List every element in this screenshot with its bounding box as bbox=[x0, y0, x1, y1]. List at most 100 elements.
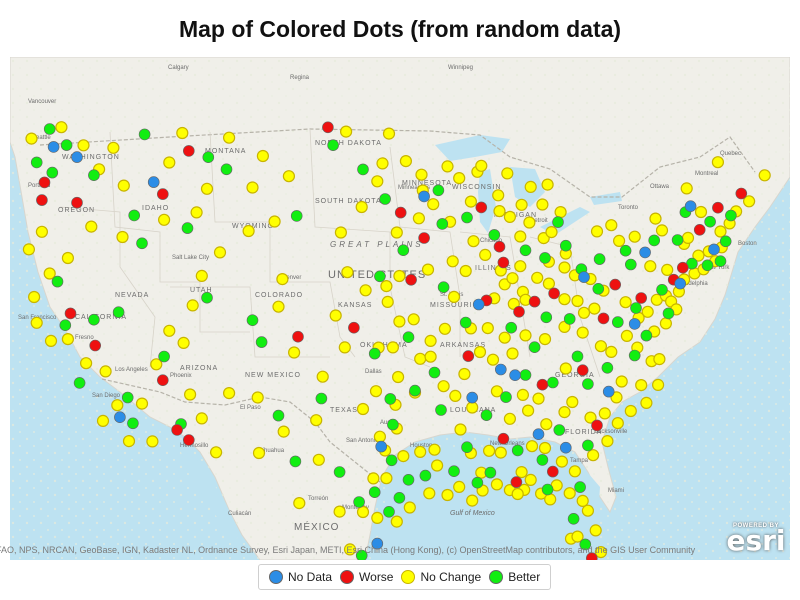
dot-no-change[interactable] bbox=[213, 246, 227, 259]
dot-no-data[interactable] bbox=[602, 385, 615, 398]
dot-better[interactable] bbox=[201, 291, 213, 304]
dot-no-data[interactable] bbox=[371, 537, 384, 550]
dot-no-change[interactable] bbox=[340, 125, 353, 138]
dot-no-change[interactable] bbox=[371, 175, 384, 188]
dot-no-change[interactable] bbox=[421, 263, 435, 276]
dot-no-change[interactable] bbox=[624, 404, 637, 418]
dot-no-change[interactable] bbox=[503, 210, 516, 223]
dot-better[interactable] bbox=[500, 391, 512, 403]
dot-no-change[interactable] bbox=[506, 347, 519, 360]
dot-better[interactable] bbox=[628, 349, 641, 362]
dot-better[interactable] bbox=[541, 483, 554, 496]
dot-no-change[interactable] bbox=[329, 309, 342, 322]
dot-better[interactable] bbox=[181, 222, 194, 234]
dot-better[interactable] bbox=[719, 235, 732, 248]
dot-no-change[interactable] bbox=[177, 336, 190, 349]
dot-worse[interactable] bbox=[36, 194, 48, 206]
dot-better[interactable] bbox=[128, 209, 140, 222]
dot-worse[interactable] bbox=[735, 187, 748, 200]
dot-no-change[interactable] bbox=[601, 435, 614, 448]
dot-no-change[interactable] bbox=[272, 300, 285, 313]
dot-no-change[interactable] bbox=[563, 487, 576, 500]
dot-worse[interactable] bbox=[497, 256, 510, 269]
dot-no-change[interactable] bbox=[276, 273, 289, 286]
dot-no-change[interactable] bbox=[538, 441, 552, 455]
dot-no-change[interactable] bbox=[96, 414, 110, 427]
dot-no-change[interactable] bbox=[498, 331, 511, 344]
dot-worse[interactable] bbox=[546, 465, 559, 478]
dot-no-change[interactable] bbox=[277, 425, 290, 438]
dot-no-data[interactable] bbox=[472, 298, 485, 311]
dot-no-change[interactable] bbox=[380, 472, 393, 485]
dot-no-change[interactable] bbox=[242, 224, 255, 238]
dot-better[interactable] bbox=[536, 454, 549, 466]
dot-better[interactable] bbox=[488, 229, 501, 241]
dot-no-change[interactable] bbox=[532, 392, 545, 405]
dot-better[interactable] bbox=[484, 466, 497, 479]
dot-no-change[interactable] bbox=[424, 350, 437, 363]
dot-better[interactable] bbox=[315, 392, 328, 405]
dot-worse[interactable] bbox=[693, 224, 706, 236]
dot-worse[interactable] bbox=[712, 201, 724, 214]
dot-no-change[interactable] bbox=[403, 501, 416, 514]
dot-worse[interactable] bbox=[157, 374, 169, 387]
dot-no-change[interactable] bbox=[393, 315, 406, 328]
dot-no-change[interactable] bbox=[511, 487, 524, 501]
dot-no-change[interactable] bbox=[493, 205, 506, 218]
dot-no-change[interactable] bbox=[61, 333, 75, 346]
dot-no-change[interactable] bbox=[492, 189, 505, 202]
dot-worse[interactable] bbox=[591, 419, 603, 432]
dot-no-change[interactable] bbox=[35, 225, 48, 238]
dot-better[interactable] bbox=[459, 316, 472, 329]
dot-better[interactable] bbox=[528, 341, 541, 354]
dot-no-change[interactable] bbox=[490, 478, 503, 491]
dot-better[interactable] bbox=[355, 549, 368, 560]
dot-no-change[interactable] bbox=[605, 345, 618, 358]
dot-no-change[interactable] bbox=[554, 206, 567, 219]
dot-no-change[interactable] bbox=[446, 255, 459, 268]
dot-no-change[interactable] bbox=[655, 224, 669, 237]
dot-no-change[interactable] bbox=[390, 226, 403, 239]
dot-no-change[interactable] bbox=[481, 322, 494, 335]
dot-better[interactable] bbox=[127, 417, 139, 430]
dot-no-change[interactable] bbox=[316, 370, 329, 383]
dot-no-change[interactable] bbox=[588, 302, 601, 315]
dot-no-change[interactable] bbox=[566, 395, 579, 409]
dot-no-change[interactable] bbox=[473, 345, 487, 359]
dot-no-data[interactable] bbox=[684, 200, 697, 212]
dot-no-change[interactable] bbox=[558, 261, 571, 274]
dot-better[interactable] bbox=[701, 259, 714, 272]
legend-item-no-change[interactable]: No Change bbox=[401, 570, 481, 584]
dot-worse[interactable] bbox=[510, 476, 523, 488]
dot-no-change[interactable] bbox=[619, 296, 632, 309]
dot-no-change[interactable] bbox=[341, 266, 354, 279]
dot-no-change[interactable] bbox=[399, 154, 412, 168]
dot-better[interactable] bbox=[327, 139, 339, 151]
dot-better[interactable] bbox=[725, 209, 737, 222]
dot-no-change[interactable] bbox=[641, 305, 654, 318]
dot-better[interactable] bbox=[73, 377, 86, 389]
dot-no-change[interactable] bbox=[545, 226, 558, 239]
dot-no-data[interactable] bbox=[147, 176, 160, 188]
dot-no-change[interactable] bbox=[441, 160, 454, 173]
dot-no-change[interactable] bbox=[412, 212, 425, 225]
dot-worse[interactable] bbox=[609, 278, 622, 291]
dot-better[interactable] bbox=[397, 244, 410, 256]
dot-no-change[interactable] bbox=[611, 417, 624, 430]
dot-no-change[interactable] bbox=[503, 412, 516, 425]
dot-better[interactable] bbox=[461, 441, 473, 454]
dot-better[interactable] bbox=[714, 255, 727, 267]
dot-no-change[interactable] bbox=[681, 231, 695, 244]
dot-no-change[interactable] bbox=[122, 435, 136, 448]
dot-no-data[interactable] bbox=[47, 141, 60, 153]
dot-no-change[interactable] bbox=[424, 334, 437, 347]
dot-no-change[interactable] bbox=[186, 299, 199, 312]
esri-logo[interactable]: POWERED BY esri bbox=[725, 523, 787, 555]
dot-no-data[interactable] bbox=[494, 363, 507, 376]
dot-no-change[interactable] bbox=[369, 385, 383, 398]
dot-better[interactable] bbox=[385, 454, 398, 467]
dot-better[interactable] bbox=[136, 237, 148, 250]
dot-no-change[interactable] bbox=[598, 407, 611, 420]
dot-worse[interactable] bbox=[497, 432, 510, 445]
dot-no-change[interactable] bbox=[525, 440, 539, 453]
